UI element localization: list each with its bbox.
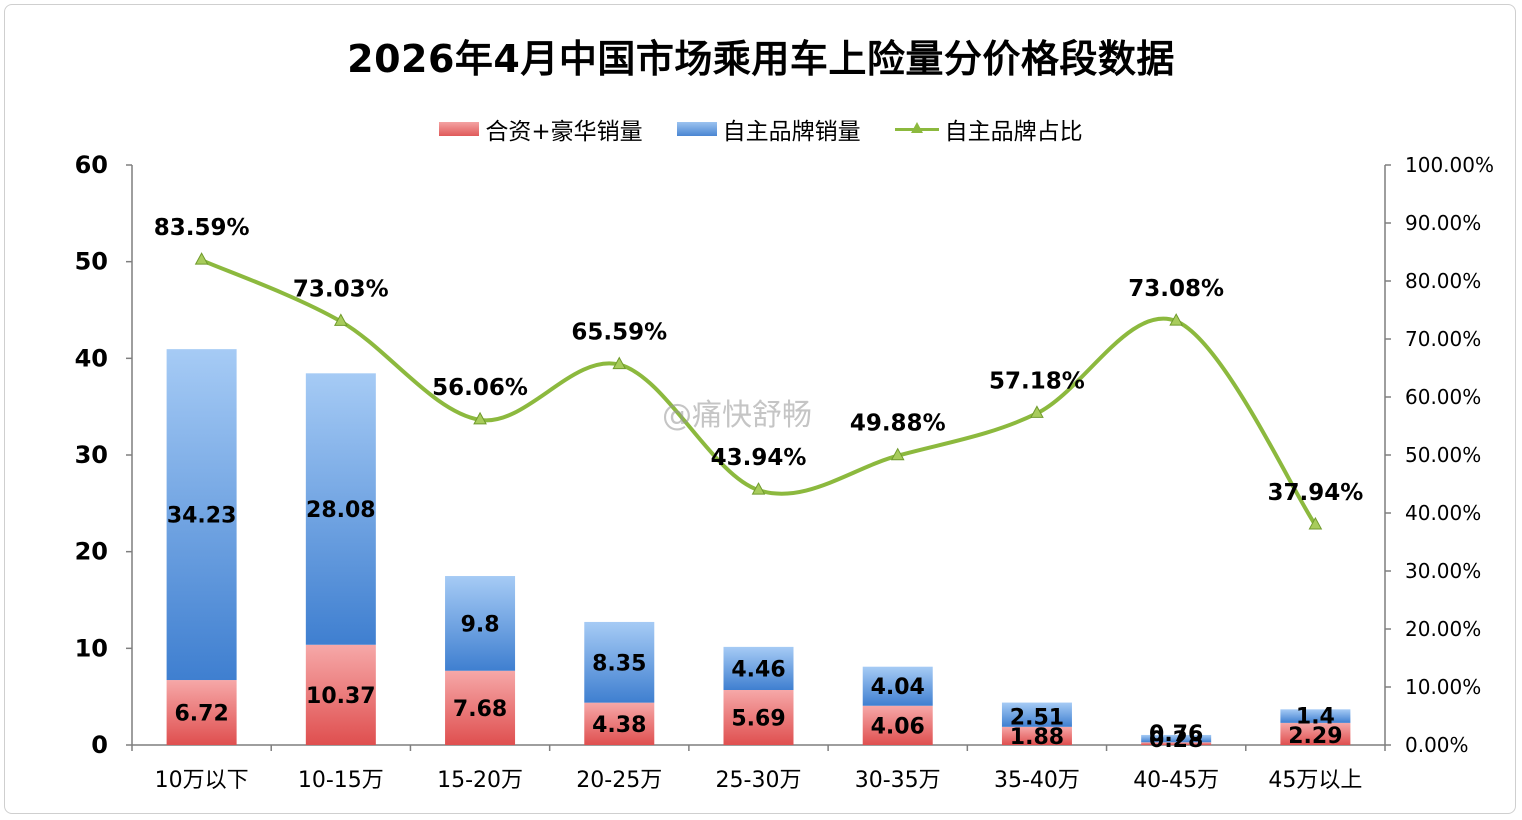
legend-item-share: 自主品牌占比 bbox=[894, 112, 1083, 146]
bar-jv-luxury bbox=[1001, 726, 1072, 745]
y2-tick-label: 20.00% bbox=[1405, 617, 1481, 641]
bar-domestic bbox=[445, 576, 516, 671]
data-label-jv-luxury: 6.72 bbox=[174, 702, 228, 727]
share-label: 73.03% bbox=[293, 276, 389, 302]
x-tick-label: 15-20万 bbox=[437, 768, 523, 793]
data-label-domestic: 8.35 bbox=[592, 651, 646, 676]
data-label-jv-luxury: 10.37 bbox=[306, 684, 376, 709]
watermark: @痛快舒畅 bbox=[662, 398, 812, 433]
share-marker bbox=[612, 356, 627, 370]
bar-jv-luxury bbox=[723, 689, 794, 745]
x-tick-label: 30-35万 bbox=[855, 768, 941, 793]
data-label-jv-luxury: 7.68 bbox=[453, 697, 507, 722]
share-label: 49.88% bbox=[850, 411, 946, 437]
bar-jv-luxury bbox=[1141, 742, 1212, 745]
x-tick-label: 10万以下 bbox=[155, 768, 249, 793]
x-tick-label: 40-45万 bbox=[1133, 768, 1219, 793]
share-marker bbox=[194, 252, 209, 265]
y2-tick-label: 30.00% bbox=[1405, 559, 1481, 583]
legend-label-share: 自主品牌占比 bbox=[944, 119, 1083, 145]
x-tick-label: 20-25万 bbox=[576, 768, 662, 793]
y-tick-label: 60 bbox=[75, 151, 108, 179]
legend-label-domestic: 自主品牌销量 bbox=[722, 119, 861, 145]
chart-frame bbox=[4, 4, 1516, 814]
share-marker bbox=[1169, 313, 1184, 326]
y2-tick-label: 60.00% bbox=[1405, 385, 1481, 409]
legend: 合资+豪华销量 自主品牌销量 自主品牌占比 bbox=[0, 112, 1522, 146]
bar-domestic bbox=[1141, 734, 1212, 743]
x-tick-label: 25-30万 bbox=[716, 768, 802, 793]
data-label-domestic: 28.08 bbox=[306, 498, 376, 523]
share-label: 83.59% bbox=[154, 215, 250, 241]
data-label-domestic: 34.23 bbox=[167, 504, 237, 529]
y2-tick-label: 10.00% bbox=[1405, 675, 1481, 699]
y2-tick-label: 0.00% bbox=[1405, 733, 1469, 757]
bar-jv-luxury bbox=[305, 644, 376, 745]
y2-tick-label: 50.00% bbox=[1405, 443, 1481, 467]
legend-swatch-line bbox=[894, 120, 939, 138]
data-label-domestic: 2.51 bbox=[1010, 706, 1064, 731]
data-label-domestic: 4.46 bbox=[731, 657, 785, 682]
x-tick-label: 35-40万 bbox=[994, 768, 1080, 793]
data-label-jv-luxury: 4.38 bbox=[592, 713, 646, 738]
data-label-domestic: 1.4 bbox=[1296, 704, 1335, 729]
bar-domestic bbox=[584, 621, 655, 703]
bar-jv-luxury bbox=[166, 680, 237, 745]
share-label: 37.94% bbox=[1267, 480, 1363, 506]
bar-domestic bbox=[1280, 709, 1351, 723]
data-label-domestic: 0.76 bbox=[1149, 722, 1203, 747]
data-label-jv-luxury: 0.28 bbox=[1149, 728, 1203, 753]
legend-item-domestic: 自主品牌销量 bbox=[676, 112, 861, 146]
data-label-domestic: 4.04 bbox=[871, 675, 925, 700]
bar-jv-luxury bbox=[584, 702, 655, 745]
legend-swatch-blue bbox=[676, 122, 717, 136]
chart-title: 2026年4月中国市场乘用车上险量分价格段数据 bbox=[347, 37, 1175, 81]
legend-label-jv-luxury: 合资+豪华销量 bbox=[485, 119, 643, 145]
share-label: 57.18% bbox=[989, 368, 1085, 394]
data-label-jv-luxury: 5.69 bbox=[731, 706, 785, 731]
y-tick-label: 10 bbox=[75, 634, 108, 662]
y2-tick-label: 90.00% bbox=[1405, 211, 1481, 235]
y2-tick-label: 80.00% bbox=[1405, 269, 1481, 293]
share-label: 65.59% bbox=[571, 320, 667, 346]
share-marker bbox=[1030, 405, 1044, 418]
data-label-domestic: 9.8 bbox=[461, 612, 500, 637]
y2-tick-label: 40.00% bbox=[1405, 501, 1481, 525]
x-tick-label: 10-15万 bbox=[298, 768, 384, 793]
y-tick-label: 0 bbox=[91, 731, 108, 759]
bar-jv-luxury bbox=[1280, 722, 1351, 745]
y-tick-label: 50 bbox=[75, 248, 108, 276]
share-marker bbox=[473, 411, 487, 425]
share-label: 56.06% bbox=[432, 375, 528, 401]
data-label-jv-luxury: 2.29 bbox=[1288, 724, 1342, 749]
y-tick-label: 40 bbox=[75, 344, 108, 372]
share-label: 43.94% bbox=[711, 445, 807, 471]
share-marker bbox=[890, 447, 905, 461]
data-label-jv-luxury: 1.88 bbox=[1010, 725, 1064, 750]
bar-domestic bbox=[723, 646, 794, 690]
y-tick-label: 20 bbox=[75, 538, 108, 566]
share-marker bbox=[333, 313, 348, 326]
legend-item-jv-luxury: 合资+豪华销量 bbox=[439, 112, 643, 146]
data-label-jv-luxury: 4.06 bbox=[871, 714, 925, 739]
bar-domestic bbox=[862, 666, 933, 706]
y-tick-label: 30 bbox=[75, 441, 108, 469]
share-marker bbox=[751, 482, 766, 495]
bar-domestic bbox=[305, 373, 376, 645]
y2-tick-label: 100.00% bbox=[1405, 153, 1494, 177]
share-marker bbox=[1308, 516, 1323, 530]
legend-swatch-red bbox=[439, 122, 480, 136]
y2-tick-label: 70.00% bbox=[1405, 327, 1481, 351]
bar-domestic bbox=[166, 349, 237, 681]
bar-jv-luxury bbox=[445, 670, 516, 745]
share-label: 73.08% bbox=[1128, 276, 1224, 302]
bar-domestic bbox=[1001, 702, 1072, 727]
x-tick-label: 45万以上 bbox=[1268, 768, 1362, 793]
bar-jv-luxury bbox=[862, 705, 933, 745]
